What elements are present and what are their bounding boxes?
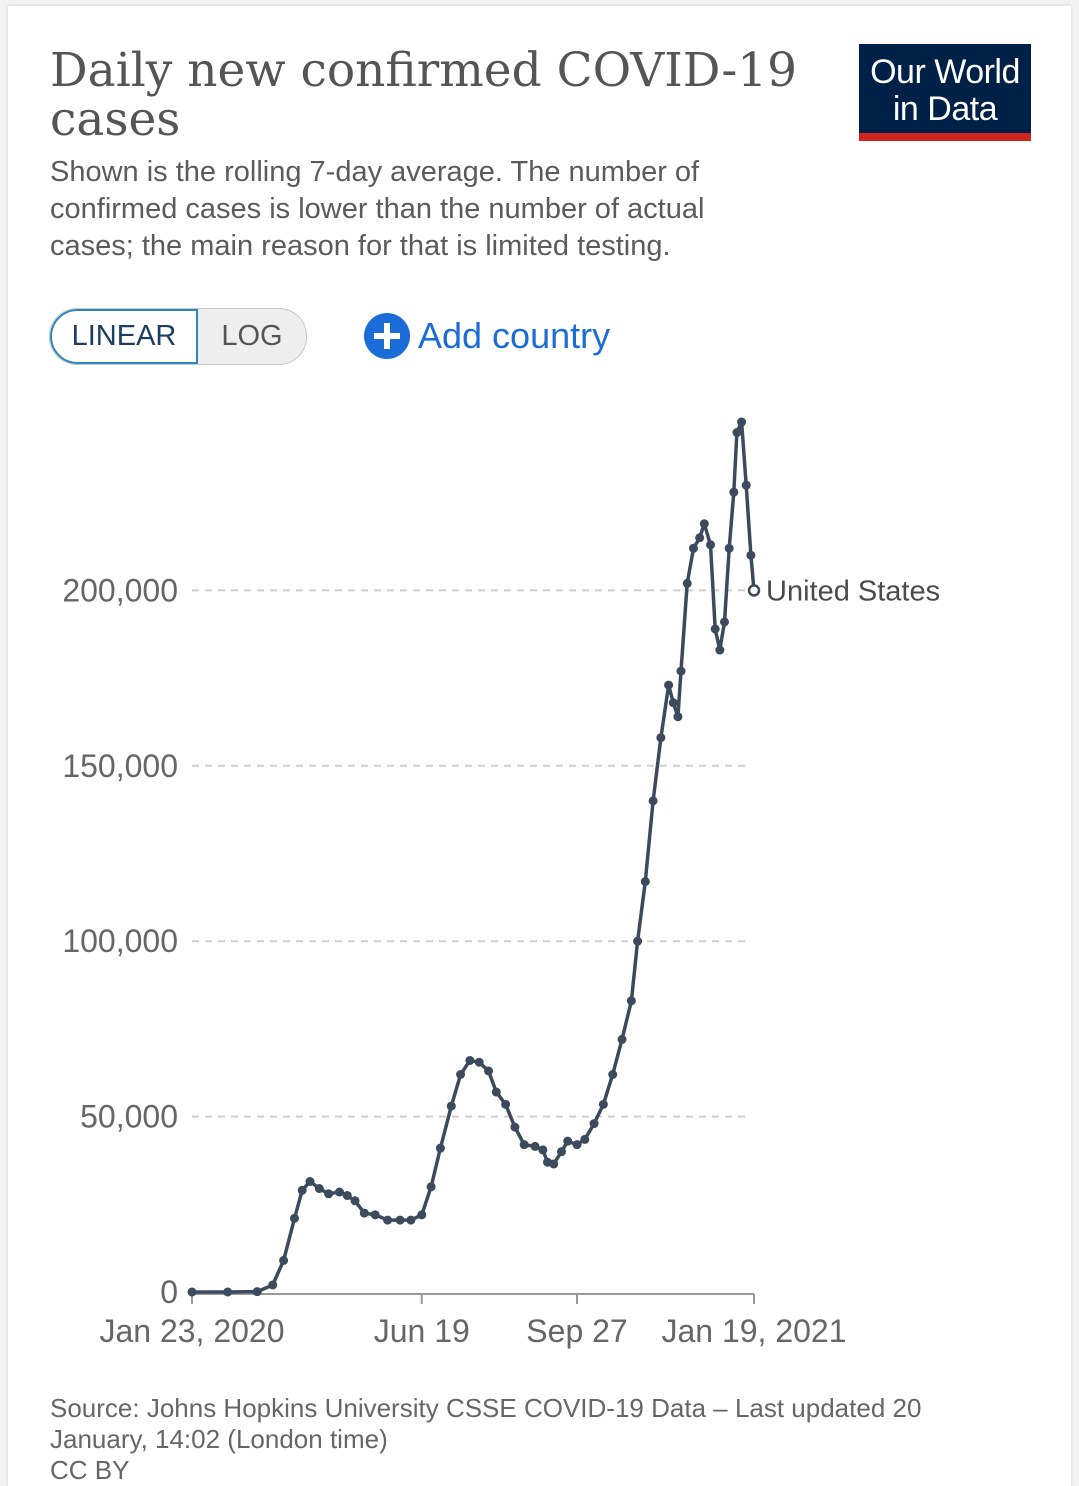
data-point [608,1070,618,1080]
x-tick-label: Jun 19 [374,1313,470,1349]
data-point [556,1147,566,1157]
data-point [656,733,666,743]
data-point [664,680,674,690]
data-point [538,1145,548,1155]
data-point [720,617,730,627]
y-tick-label: 50,000 [80,1099,178,1135]
data-point [737,417,747,427]
data-point [633,936,643,946]
series-end-marker [747,584,761,597]
x-tick-label: Jan 23, 2020 [99,1313,284,1349]
data-point [406,1215,416,1225]
data-point [297,1185,307,1195]
data-point [617,1034,627,1044]
data-point [289,1213,299,1223]
data-point [732,428,742,438]
data-point [519,1140,529,1150]
y-tick-label: 200,000 [62,572,178,608]
data-point [324,1189,334,1199]
data-point [342,1191,352,1201]
add-country-label: Add country [418,315,611,356]
owid-logo[interactable]: Our World in Data [859,44,1031,141]
series-label[interactable]: United States [766,575,940,607]
gridlines [192,589,750,1118]
data-point [279,1255,289,1265]
data-point [589,1119,599,1129]
data-point [580,1134,590,1144]
y-axis: 0 50,000 100,000 150,000 200,000 [62,572,178,1310]
data-point [484,1066,494,1076]
data-point [695,533,705,543]
data-point [456,1070,466,1080]
data-point [572,1140,582,1150]
data-point [729,487,739,497]
scale-toggle: LINEAR LOG [49,308,307,365]
chart-footer: Source: Johns Hopkins University CSSE CO… [50,1393,1010,1486]
y-tick-label: 0 [160,1274,178,1310]
data-point [676,666,686,676]
data-point [741,480,751,490]
y-tick-label: 100,000 [62,923,178,959]
data-point [383,1215,393,1225]
data-point [223,1287,233,1297]
data-point [314,1184,324,1194]
data-point [268,1280,278,1290]
data-point [350,1196,360,1206]
logo-line-2: in Data [892,89,998,128]
data-point [252,1287,262,1297]
data-point [626,996,636,1006]
x-axis: Jan 23, 2020 Jun 19 Sep 27 Jan 19, 2021 [99,1293,847,1349]
logo-line-1: Our World [870,52,1020,91]
source-note: Source: Johns Hopkins University CSSE CO… [50,1393,922,1454]
data-point [395,1215,405,1225]
data-point [668,698,678,708]
data-point [746,550,756,560]
data-point [465,1055,475,1065]
data-point [359,1208,369,1218]
data-point [417,1210,427,1220]
data-point [715,645,725,655]
data-point [673,712,683,722]
linear-scale-button[interactable]: LINEAR [50,309,198,364]
data-point [530,1141,540,1151]
chart-card: Daily new confirmed COVID-19 cases Shown… [8,6,1071,1486]
data-point [563,1136,573,1146]
data-point [688,543,698,553]
chart-subtitle: Shown is the rolling 7-day average. The … [50,156,705,262]
data-point [699,519,709,529]
data-point [187,1287,197,1297]
chart-title: Daily new confirmed COVID-19 cases [50,43,798,147]
data-point [474,1057,484,1067]
data-point [334,1187,344,1197]
data-point [491,1087,501,1097]
data-point [305,1176,315,1186]
data-point [510,1122,520,1132]
y-tick-label: 150,000 [62,748,178,784]
series: United States [187,417,940,1297]
data-point [640,877,650,887]
data-point [724,543,734,553]
data-point [706,540,716,550]
log-scale-button[interactable]: LOG [221,320,283,352]
plus-circle-icon [364,313,410,359]
data-point [598,1099,608,1109]
data-point [648,796,658,806]
x-tick-label: Sep 27 [526,1313,627,1349]
data-point [501,1099,511,1109]
data-point [710,624,720,634]
add-country-button[interactable]: Add country [364,309,610,363]
data-point [549,1159,559,1169]
data-point [426,1182,436,1192]
data-point [446,1101,456,1111]
series-line-united-states [192,420,756,1294]
data-point [370,1210,380,1220]
x-tick-label: Jan 19, 2021 [661,1313,846,1349]
data-point [435,1143,445,1153]
data-point [682,578,692,588]
